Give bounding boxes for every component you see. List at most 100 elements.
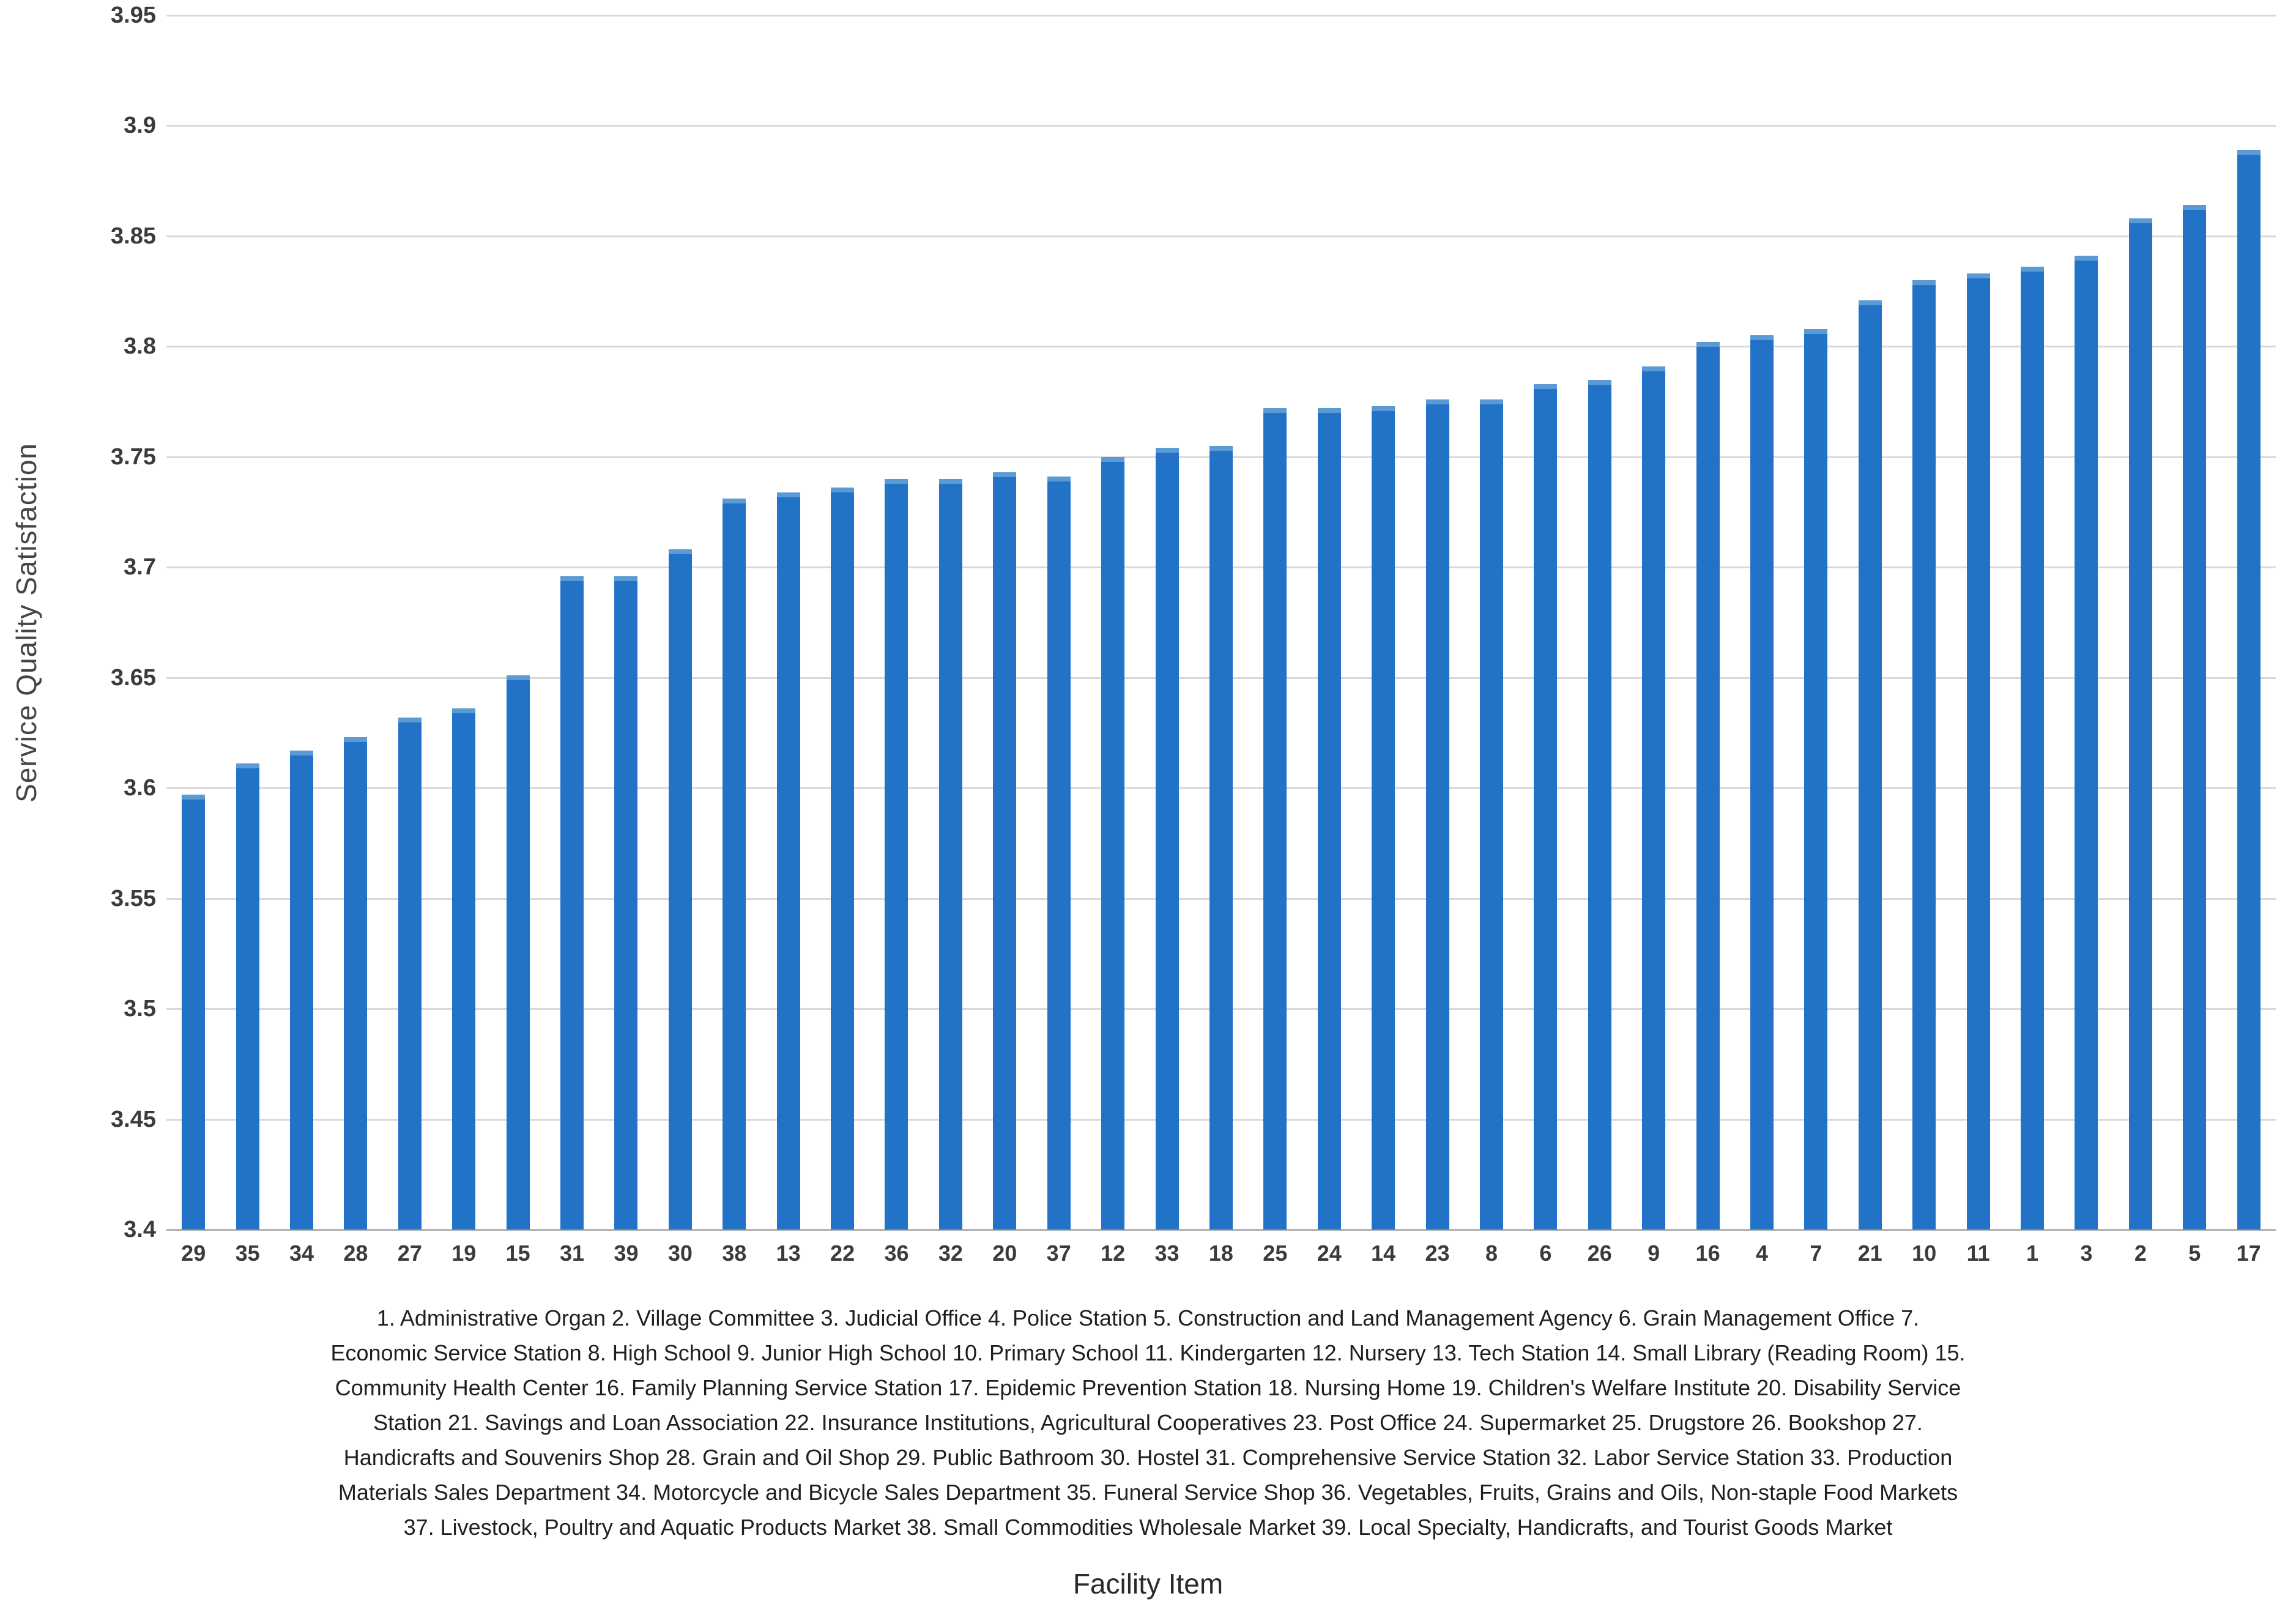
bar-slot — [707, 15, 761, 1230]
bar-slot — [1465, 15, 1518, 1230]
x-tick-label: 24 — [1317, 1241, 1342, 1266]
x-tick-label: 33 — [1154, 1241, 1180, 1266]
caption-line: Materials Sales Department 34. Motorcycl… — [338, 1480, 1958, 1505]
bar — [2021, 267, 2045, 1230]
bar — [993, 472, 1017, 1230]
bar — [1912, 280, 1936, 1230]
bar-slot — [166, 15, 220, 1230]
x-tick-label: 12 — [1101, 1241, 1126, 1266]
bar — [182, 795, 206, 1230]
x-tick-label: 4 — [1755, 1241, 1768, 1266]
bar-slot — [491, 15, 544, 1230]
bar — [236, 763, 259, 1230]
bar-slot — [761, 15, 815, 1230]
bar — [1696, 342, 1720, 1230]
gridline — [166, 235, 2276, 237]
x-tick-label: 16 — [1695, 1241, 1720, 1266]
bar — [1425, 399, 1449, 1230]
y-tick-label: 3.65 — [111, 664, 156, 691]
bar — [723, 499, 746, 1230]
bar — [885, 478, 908, 1230]
gridline — [166, 15, 2276, 17]
bar-slot — [1951, 15, 2005, 1230]
bar-slot — [2168, 15, 2221, 1230]
caption: 1. Administrative Organ 2. Village Commi… — [121, 1301, 2176, 1545]
y-tick-label: 3.8 — [124, 333, 156, 360]
caption-line: Station 21. Savings and Loan Association… — [373, 1410, 1923, 1435]
bar-slot — [1789, 15, 1843, 1230]
bar — [1588, 379, 1611, 1230]
x-tick-label: 34 — [289, 1241, 314, 1266]
y-axis-title: Service Quality Satisfaction — [5, 15, 48, 1230]
x-tick-label: 6 — [1539, 1241, 1552, 1266]
x-tick-label: 15 — [505, 1241, 530, 1266]
bar — [344, 737, 368, 1230]
x-tick-label: 31 — [560, 1241, 585, 1266]
bar-slot — [2114, 15, 2168, 1230]
bar — [1858, 300, 1882, 1230]
x-tick-label: 36 — [884, 1241, 909, 1266]
x-tick-label: 26 — [1587, 1241, 1612, 1266]
bar — [1047, 477, 1071, 1230]
bar — [776, 492, 800, 1230]
bar — [452, 708, 476, 1230]
bar-slot — [383, 15, 437, 1230]
bar — [1642, 366, 1666, 1230]
bar-slot — [599, 15, 653, 1230]
y-tick-label: 3.7 — [124, 554, 156, 581]
bar — [938, 478, 962, 1230]
bar-slot — [2005, 15, 2059, 1230]
bar-slot — [437, 15, 491, 1230]
x-tick-label: 10 — [1912, 1241, 1937, 1266]
caption-line: Economic Service Station 8. High School … — [330, 1340, 1966, 1365]
x-tick-label: 5 — [2188, 1241, 2201, 1266]
bar-slot — [869, 15, 923, 1230]
bar-slot — [1410, 15, 1464, 1230]
gridline — [166, 1229, 2276, 1231]
bar-slot — [2221, 15, 2275, 1230]
bar — [290, 750, 314, 1230]
bar-slot — [1627, 15, 1681, 1230]
bar — [2075, 256, 2098, 1230]
x-tick-label: 11 — [1966, 1241, 1990, 1266]
x-tick-label: 8 — [1485, 1241, 1498, 1266]
bar-slot — [1194, 15, 1248, 1230]
bar — [1750, 335, 1774, 1230]
x-tick-label: 3 — [2080, 1241, 2093, 1266]
bar — [614, 576, 638, 1230]
caption-line: 1. Administrative Organ 2. Village Commi… — [376, 1305, 1920, 1330]
bar-slot — [220, 15, 274, 1230]
x-tick-label: 21 — [1857, 1241, 1882, 1266]
bar-slot — [1897, 15, 1951, 1230]
bar — [1966, 273, 1990, 1230]
bar-slot — [815, 15, 869, 1230]
y-tick-label: 3.85 — [111, 223, 156, 249]
bar-slot — [1356, 15, 1410, 1230]
x-tick-label: 30 — [667, 1241, 693, 1266]
plot-area — [166, 15, 2276, 1231]
y-axis-title-text: Service Quality Satisfaction — [10, 442, 42, 803]
bar — [398, 717, 422, 1230]
bar-slot — [545, 15, 599, 1230]
bar — [506, 675, 530, 1230]
bar — [1372, 406, 1395, 1230]
y-tick-label: 3.6 — [124, 775, 156, 801]
gridline — [166, 125, 2276, 127]
x-tick-label: 39 — [614, 1241, 639, 1266]
x-tick-label: 1 — [2026, 1241, 2039, 1266]
bar-slot — [1573, 15, 1627, 1230]
x-tick-label: 17 — [2236, 1241, 2261, 1266]
bar — [560, 576, 584, 1230]
x-tick-label: 23 — [1425, 1241, 1450, 1266]
bar — [2128, 218, 2152, 1230]
bar-slot — [924, 15, 978, 1230]
bar — [1209, 445, 1233, 1230]
bar-slot — [329, 15, 382, 1230]
x-axis-tick-labels: 29 35 34 28 27 19 15 31 39 30 38 13 22 36 32 20 37 12 33 18… — [166, 1241, 2276, 1266]
bar-slot — [1140, 15, 1194, 1230]
bar-slot — [1681, 15, 1734, 1230]
x-tick-label: 2 — [2134, 1241, 2147, 1266]
x-tick-label: 37 — [1046, 1241, 1071, 1266]
y-tick-label: 3.9 — [124, 113, 156, 139]
